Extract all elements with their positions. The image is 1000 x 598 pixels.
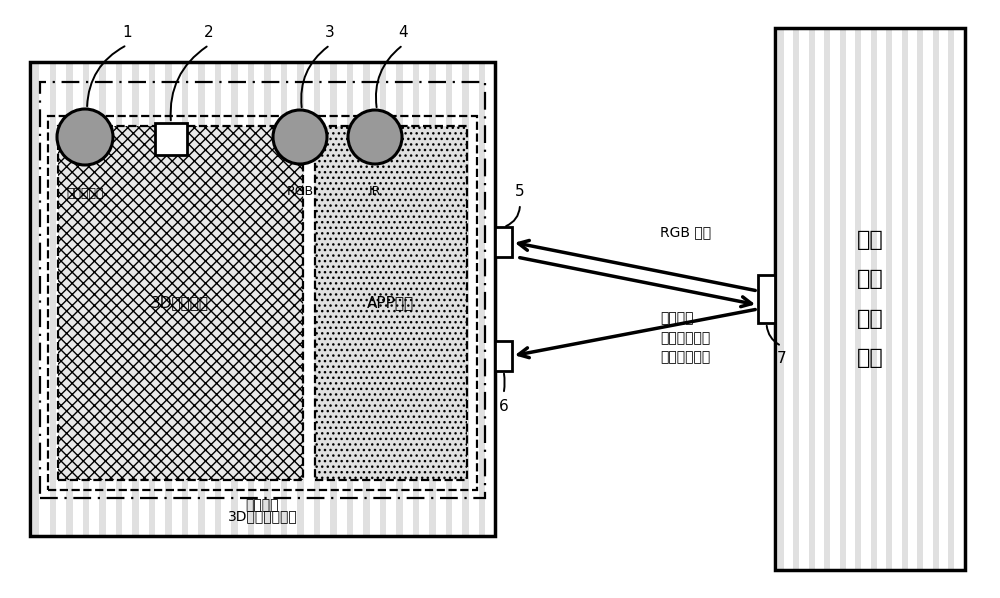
Bar: [775, 28, 965, 570]
Text: 控制指令
活体抓拍结果
抓拍人脸图像: 控制指令 活体抓拍结果 抓拍人脸图像: [660, 312, 710, 364]
Bar: [413, 62, 419, 536]
Bar: [50, 62, 56, 536]
Bar: [793, 28, 799, 570]
Bar: [40, 82, 485, 498]
Bar: [330, 62, 336, 536]
Circle shape: [57, 109, 113, 165]
Bar: [264, 62, 270, 536]
Bar: [116, 62, 122, 536]
Bar: [132, 62, 138, 536]
Text: 3D重建单元: 3D重建单元: [151, 295, 209, 310]
Bar: [855, 28, 861, 570]
Text: 散斑投射器: 散斑投射器: [66, 187, 104, 200]
Bar: [66, 62, 72, 536]
Text: 6: 6: [499, 399, 508, 414]
Bar: [280, 62, 287, 536]
Bar: [380, 62, 386, 536]
Bar: [824, 28, 830, 570]
Bar: [479, 62, 485, 536]
Bar: [48, 116, 477, 490]
Bar: [148, 62, 155, 536]
Text: 7: 7: [777, 351, 786, 366]
Bar: [778, 28, 784, 570]
Bar: [917, 28, 923, 570]
Bar: [155, 123, 187, 155]
Bar: [902, 28, 908, 570]
Bar: [495, 227, 512, 257]
Circle shape: [348, 110, 402, 164]
Text: 人脸
识别
支付
模块: 人脸 识别 支付 模块: [857, 230, 883, 368]
Bar: [363, 62, 370, 536]
Bar: [871, 28, 877, 570]
Text: 4: 4: [398, 25, 408, 40]
Bar: [30, 62, 495, 536]
Bar: [347, 62, 353, 536]
Bar: [840, 28, 846, 570]
Bar: [314, 62, 320, 536]
Bar: [396, 62, 403, 536]
Text: RGB 预览: RGB 预览: [660, 225, 711, 239]
Text: 3: 3: [325, 25, 335, 40]
Bar: [886, 28, 892, 570]
Text: 5: 5: [515, 184, 525, 199]
Bar: [809, 28, 815, 570]
Text: 2: 2: [204, 25, 214, 40]
Bar: [315, 126, 467, 480]
Bar: [182, 62, 188, 536]
Text: 1: 1: [122, 25, 132, 40]
Bar: [948, 28, 954, 570]
Bar: [99, 62, 106, 536]
Text: RGB: RGB: [286, 185, 314, 198]
Text: 计算单元: 计算单元: [246, 498, 279, 512]
Text: 3D人脸识别模块: 3D人脸识别模块: [228, 509, 297, 523]
Bar: [214, 62, 221, 536]
Bar: [446, 62, 452, 536]
Bar: [933, 28, 939, 570]
Bar: [198, 62, 205, 536]
Bar: [82, 62, 89, 536]
Circle shape: [273, 110, 327, 164]
Bar: [165, 62, 172, 536]
Bar: [429, 62, 436, 536]
Text: APP单元: APP单元: [367, 295, 414, 310]
Bar: [58, 126, 303, 480]
Text: IR: IR: [369, 185, 381, 198]
Bar: [297, 62, 304, 536]
Bar: [758, 275, 775, 323]
Bar: [231, 62, 238, 536]
Bar: [495, 341, 512, 371]
Bar: [33, 62, 39, 536]
Bar: [462, 62, 469, 536]
Bar: [248, 62, 254, 536]
